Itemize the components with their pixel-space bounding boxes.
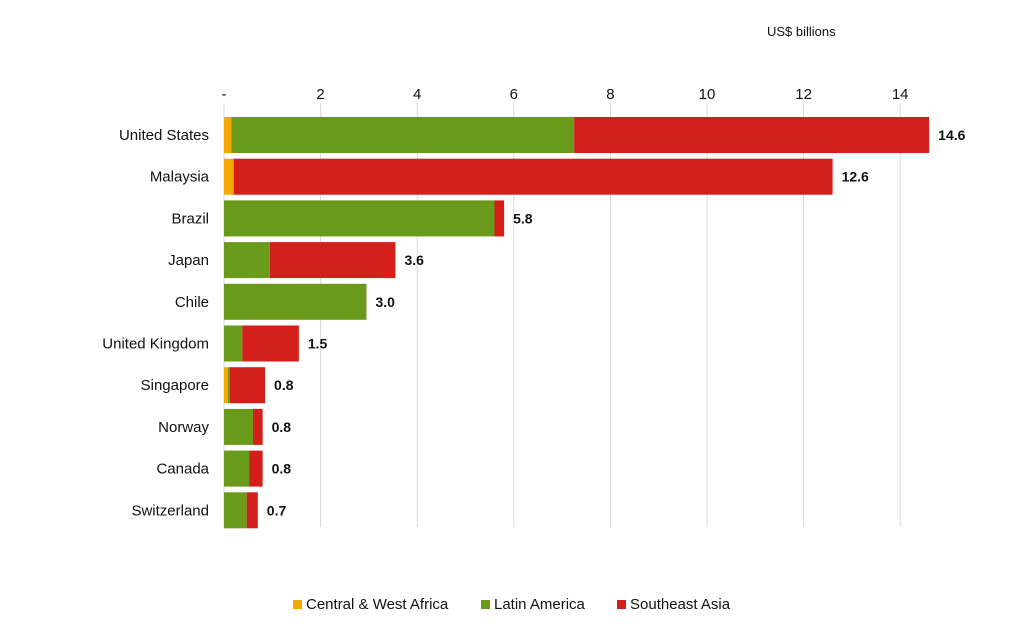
bar-segment	[229, 367, 266, 404]
category-label: Switzerland	[131, 502, 209, 519]
total-labels: 14.6 12.6 5.8 3.6 3.0 1.5 0.8 0.8 0.8 0.7	[267, 127, 966, 518]
bar-segment	[224, 492, 247, 529]
total-label: 1.5	[308, 336, 328, 352]
total-label: 3.0	[375, 294, 395, 310]
category-label: Canada	[156, 461, 209, 478]
legend-swatch	[481, 600, 490, 609]
bar-segment	[224, 200, 495, 237]
category-label: Brazil	[171, 210, 209, 227]
legend: Central & West Africa Latin America Southe…	[293, 596, 731, 613]
bar-segment	[252, 408, 263, 445]
legend-swatch	[617, 600, 626, 609]
total-label: 3.6	[404, 252, 424, 268]
bar-segment	[246, 492, 258, 529]
x-tick-label: -	[222, 86, 227, 103]
bar-segment	[224, 283, 367, 320]
bar-segment	[224, 117, 232, 153]
total-label: 0.8	[272, 461, 292, 477]
category-label: United States	[119, 127, 209, 144]
bar-segment	[269, 242, 396, 279]
unit-label: US$ billions	[767, 24, 836, 39]
bar-segment	[494, 200, 505, 237]
total-label: 5.8	[513, 210, 533, 226]
legend-item: Latin America	[481, 596, 586, 613]
bar-segment	[224, 158, 234, 195]
category-label: Norway	[158, 419, 209, 436]
bar-segment	[231, 117, 575, 153]
bars	[224, 117, 930, 529]
category-label: United Kingdom	[102, 336, 209, 353]
x-tick-label: 12	[795, 86, 812, 103]
y-axis-labels: United States Malaysia Brazil Japan Chile Uni…	[102, 127, 209, 519]
legend-label: Central & West Africa	[306, 596, 449, 613]
total-label: 0.8	[272, 419, 292, 435]
total-label: 0.8	[274, 377, 294, 393]
bar-segment	[574, 117, 930, 153]
x-tick-label: 4	[413, 86, 421, 103]
category-label: Japan	[168, 252, 209, 269]
category-label: Malaysia	[150, 169, 210, 186]
x-tick-label: 8	[606, 86, 614, 103]
legend-label: Latin America	[494, 596, 586, 613]
bar-segment	[227, 367, 230, 404]
legend-swatch	[293, 600, 302, 609]
legend-item: Central & West Africa	[293, 596, 449, 613]
bar-segment	[242, 325, 299, 362]
x-tick-label: 14	[892, 86, 909, 103]
bar-segment	[224, 450, 250, 487]
bar-segment	[233, 158, 833, 195]
bar-segment	[224, 408, 253, 445]
total-label: 14.6	[938, 127, 965, 143]
category-label: Chile	[175, 294, 209, 311]
total-label: 12.6	[842, 169, 869, 185]
x-tick-label: 2	[316, 86, 324, 103]
category-label: Singapore	[141, 377, 209, 394]
legend-label: Southeast Asia	[630, 596, 731, 613]
bar-segment	[224, 367, 228, 404]
x-tick-label: 6	[510, 86, 518, 103]
total-label: 0.7	[267, 502, 287, 518]
bar-segment	[224, 325, 243, 362]
x-tick-label: 10	[699, 86, 716, 103]
bar-segment	[249, 450, 263, 487]
legend-item: Southeast Asia	[617, 596, 731, 613]
bar-segment	[224, 242, 270, 279]
x-axis-ticks: - 2 4 6 8 10 12 14	[222, 86, 909, 103]
